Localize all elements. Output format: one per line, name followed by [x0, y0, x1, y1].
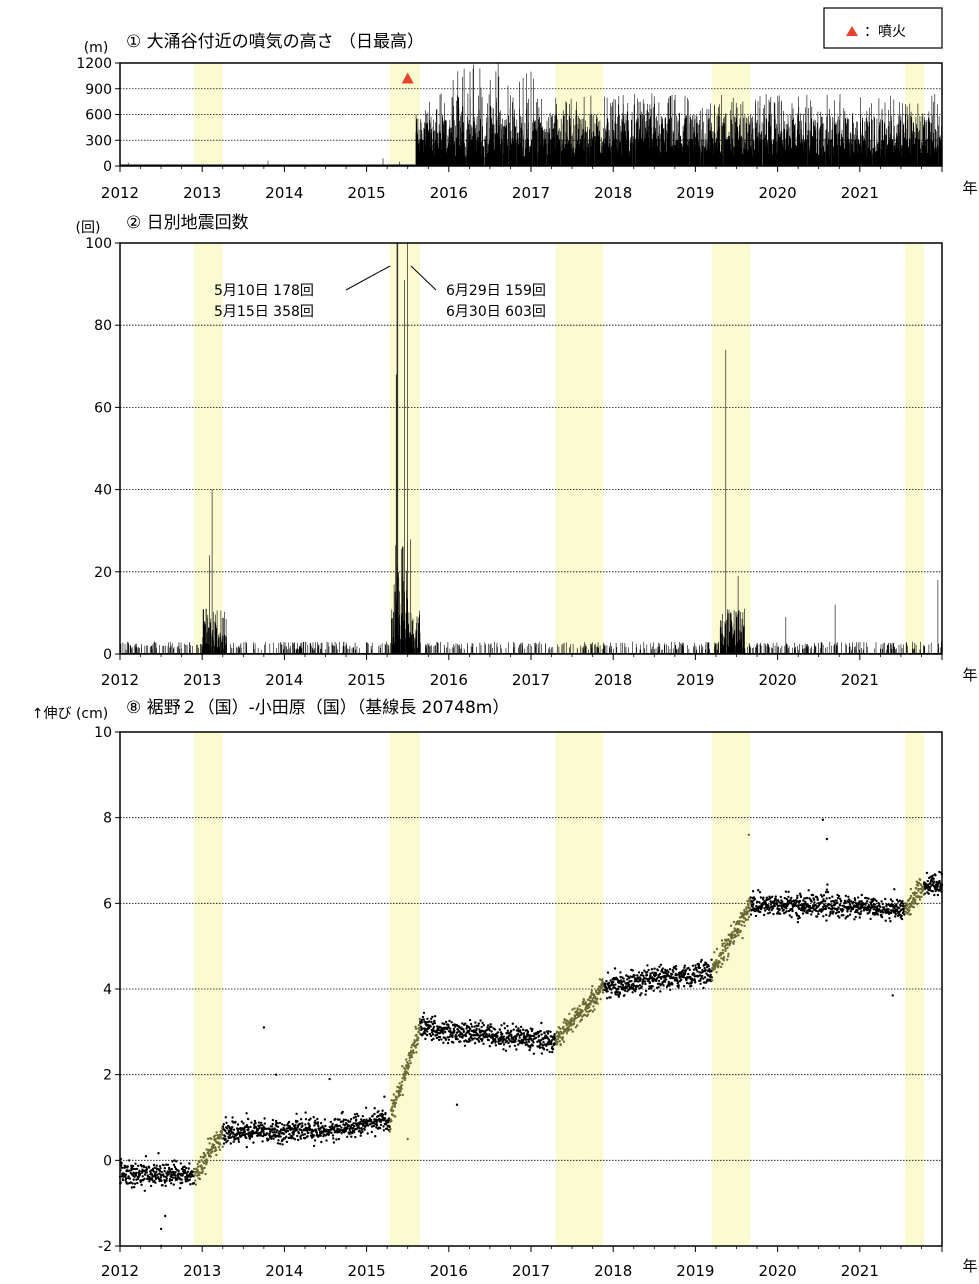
- annotation: 6月30日 603回: [446, 304, 546, 320]
- x-axis-unit: 年: [962, 1257, 977, 1275]
- x-tick-label: 2018: [594, 1262, 632, 1280]
- x-tick-label: 2013: [183, 1262, 221, 1280]
- x-axis-unit: 年: [962, 179, 977, 197]
- x-tick-label: 2013: [183, 184, 221, 202]
- x-tick-label: 2019: [676, 671, 714, 689]
- y-tick-label: 80: [94, 318, 112, 334]
- x-tick-label: 2014: [265, 671, 303, 689]
- x-tick-label: 2018: [594, 671, 632, 689]
- annotation-leader: [345, 265, 391, 291]
- eruption-marker: [401, 72, 414, 84]
- grid-lines: [120, 88, 942, 1161]
- x-tick-label: 2015: [348, 184, 386, 202]
- x-tick-label: 2016: [430, 1262, 468, 1280]
- highlight-band: [193, 243, 223, 654]
- legend: ：噴火: [823, 7, 943, 49]
- x-tick-label: 2018: [594, 184, 632, 202]
- legend-label: ：噴火: [864, 24, 906, 40]
- annotation: 6月29日 159回: [446, 283, 546, 299]
- y-tick-label: -2: [98, 1239, 112, 1255]
- x-tick-label: 2020: [759, 184, 797, 202]
- x-tick-label: 2019: [676, 184, 714, 202]
- annotation-leader: [410, 265, 437, 291]
- y-tick-label: 600: [85, 108, 112, 124]
- y-tick-label: 10: [94, 725, 112, 741]
- y-tick-label: 6: [103, 896, 112, 912]
- x-tick-label: 2014: [265, 1262, 303, 1280]
- y-tick-label: 20: [94, 565, 112, 581]
- annotation: 5月10日 178回: [214, 283, 314, 299]
- highlight-band: [555, 243, 604, 654]
- y-axis-label: (回): [76, 220, 101, 236]
- y-tick-label: 2: [103, 1068, 112, 1084]
- baseline-points-highlighted: [192, 833, 926, 1186]
- y-tick-label: 60: [94, 400, 112, 416]
- x-tick-label: 2015: [348, 1262, 386, 1280]
- y-axis-label: (m): [84, 40, 109, 56]
- y-tick-label: 100: [85, 236, 112, 252]
- legend-box: [823, 7, 943, 49]
- y-tick-label: 0: [103, 647, 112, 663]
- x-tick-label: 2013: [183, 671, 221, 689]
- x-tick-label: 2020: [759, 671, 797, 689]
- baseline-points: [118, 818, 944, 1248]
- eruption-legend-icon: [846, 26, 858, 36]
- y-tick-label: 1200: [76, 56, 112, 72]
- y-tick-label: 0: [103, 159, 112, 175]
- panel-frames: [115, 62, 943, 1252]
- x-tick-label: 2012: [101, 671, 139, 689]
- x-tick-label: 2016: [430, 671, 468, 689]
- x-tick-label: 2020: [759, 1262, 797, 1280]
- y-axis-label: ↑伸び (cm): [32, 706, 108, 722]
- highlight-band: [711, 243, 751, 654]
- highlight-band: [389, 243, 421, 654]
- annotation: 5月15日 358回: [214, 304, 314, 320]
- y-tick-label: 0: [103, 1153, 112, 1169]
- x-tick-label: 2021: [841, 184, 879, 202]
- panel-title: ⑧ 裾野２（国）-小田原（国）（基線長 20748m）: [126, 698, 509, 718]
- highlight-band: [905, 732, 924, 1246]
- x-tick-label: 2021: [841, 1262, 879, 1280]
- x-tick-label: 2017: [512, 1262, 550, 1280]
- x-tick-label: 2019: [676, 1262, 714, 1280]
- x-tick-label: 2012: [101, 184, 139, 202]
- highlight-band: [905, 243, 924, 654]
- panel-title: ① 大涌谷付近の噴気の高さ （日最高）: [126, 32, 424, 52]
- plume-height-bars: [127, 63, 943, 166]
- y-tick-label: 900: [85, 82, 112, 98]
- earthquake-count-bars: [120, 243, 942, 654]
- x-tick-label: 2015: [348, 671, 386, 689]
- x-tick-label: 2016: [430, 184, 468, 202]
- x-tick-label: 2017: [512, 184, 550, 202]
- y-tick-label: 300: [85, 133, 112, 149]
- panel-title: ② 日別地震回数: [126, 213, 249, 233]
- x-tick-label: 2017: [512, 671, 550, 689]
- x-tick-label: 2012: [101, 1262, 139, 1280]
- x-tick-label: 2014: [265, 184, 303, 202]
- y-tick-label: 4: [103, 982, 112, 998]
- y-tick-label: 40: [94, 483, 112, 499]
- x-tick-label: 2021: [841, 671, 879, 689]
- x-axis-unit: 年: [962, 666, 977, 684]
- y-tick-label: 8: [103, 811, 112, 827]
